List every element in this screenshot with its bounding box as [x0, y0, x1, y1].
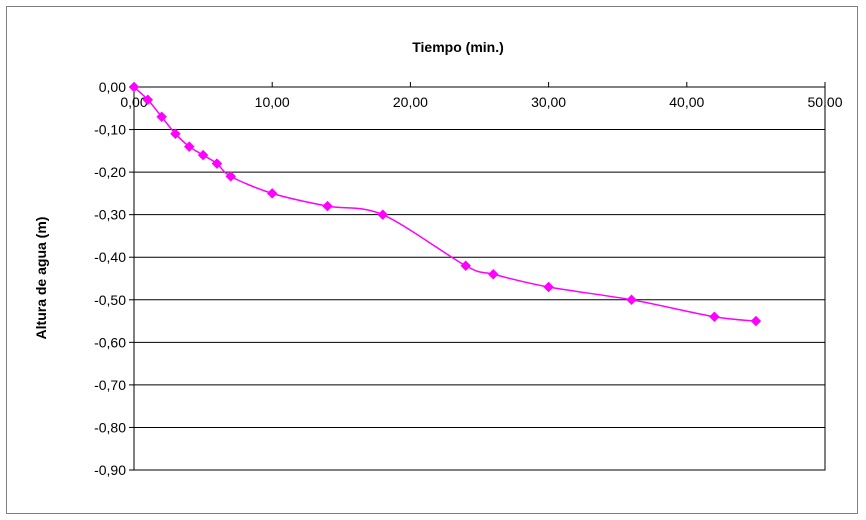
data-point-marker	[460, 260, 472, 272]
data-point-marker	[183, 141, 195, 152]
data-point-marker	[225, 171, 237, 182]
data-point-marker	[487, 268, 499, 280]
x-tick-label: 10,00	[255, 94, 290, 110]
data-point-marker	[543, 281, 554, 293]
data-point-marker	[211, 158, 223, 169]
gridlines	[134, 129, 825, 428]
x-tick-label: 20,00	[393, 94, 428, 110]
y-tick-label: -0,10	[94, 122, 126, 138]
chart-title: Tiempo (min.)	[412, 39, 504, 55]
data-point-marker	[626, 294, 637, 306]
data-point-marker	[128, 81, 140, 93]
data-point-marker	[709, 311, 720, 323]
y-tick-labels: 0,00 -0,10 -0,20 -0,30 -0,40 -0,50 -0,60 -0,70 -…	[94, 79, 134, 478]
x-tick-label: 50,00	[807, 94, 842, 110]
y-axis-label: Altura de agua (m)	[33, 217, 49, 340]
data-point-marker	[142, 94, 154, 106]
x-tick-label: 0,00	[120, 94, 147, 110]
plot-area	[133, 86, 826, 471]
data-point-marker	[170, 128, 181, 140]
y-tick-label: -0,20	[94, 164, 126, 180]
data-point-marker	[266, 188, 278, 199]
y-tick-label: -0,50	[94, 292, 126, 308]
y-tick-label: -0,60	[94, 334, 126, 350]
data-point-marker	[750, 315, 762, 327]
y-tick-label: 0,00	[99, 79, 126, 95]
y-tick-label: -0,40	[94, 249, 126, 265]
data-point-marker	[377, 209, 389, 221]
x-tick-label: 30,00	[531, 94, 566, 110]
series-group	[128, 81, 762, 327]
data-point-marker	[322, 200, 333, 212]
data-point-marker	[197, 149, 209, 161]
y-tick-label: -0,70	[94, 377, 126, 393]
y-tick-label: -0,80	[94, 419, 126, 435]
y-tick-label: -0,90	[94, 462, 126, 478]
x-tick-label: 40,00	[669, 94, 704, 110]
data-point-marker	[156, 111, 167, 123]
y-tick-label: -0,30	[94, 207, 126, 223]
x-tick-labels: 0,00 10,00 20,00 30,00 40,00 50,00	[120, 82, 843, 110]
